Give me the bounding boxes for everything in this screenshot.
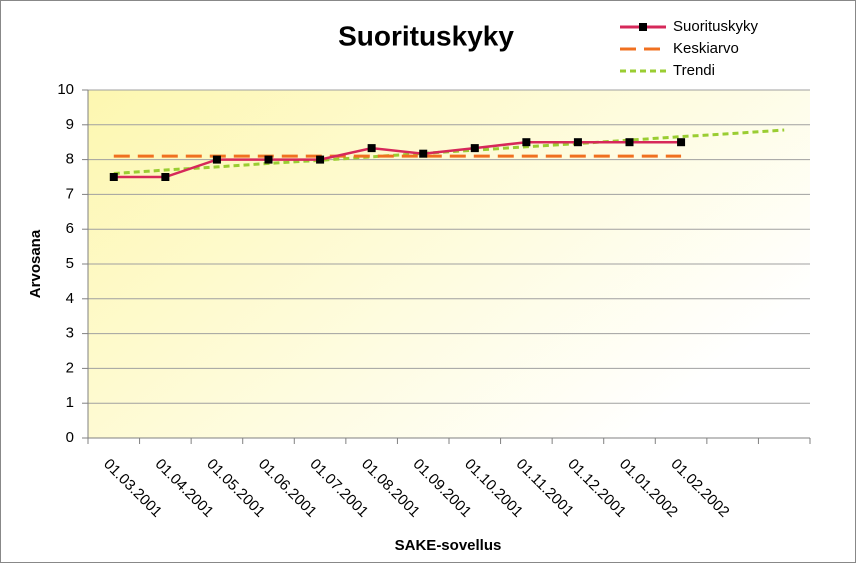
y-tick-label: 4 <box>66 290 74 307</box>
y-tick-label: 2 <box>66 359 74 376</box>
data-point <box>316 155 325 164</box>
y-tick-label: 6 <box>66 220 74 237</box>
y-tick-label: 10 <box>57 81 74 98</box>
y-tick-label: 3 <box>66 325 74 342</box>
data-point <box>470 144 479 153</box>
chart-title: Suorituskyky <box>338 20 514 51</box>
data-point <box>419 149 428 158</box>
legend-label: Keskiarvo <box>673 40 739 57</box>
data-point <box>367 144 376 153</box>
data-point <box>573 138 582 147</box>
y-tick-label: 5 <box>66 255 74 272</box>
data-point <box>677 138 686 147</box>
data-point <box>109 173 118 181</box>
y-tick-label: 0 <box>66 429 74 446</box>
legend-label: Trendi <box>673 62 715 79</box>
legend-label: Suorituskyky <box>673 18 759 35</box>
data-point <box>161 173 170 181</box>
series-line <box>113 140 682 179</box>
y-tick-label: 8 <box>66 151 74 168</box>
legend-marker <box>639 23 647 31</box>
y-tick-label: 1 <box>66 394 74 411</box>
x-axis-title: SAKE-sovellus <box>395 537 502 554</box>
y-tick-label: 7 <box>66 185 74 202</box>
data-point <box>625 138 634 147</box>
data-point <box>264 155 273 164</box>
data-point <box>212 155 221 164</box>
y-tick-label: 9 <box>66 116 74 133</box>
y-axis-title: Arvosana <box>27 229 44 298</box>
data-point <box>522 138 531 147</box>
